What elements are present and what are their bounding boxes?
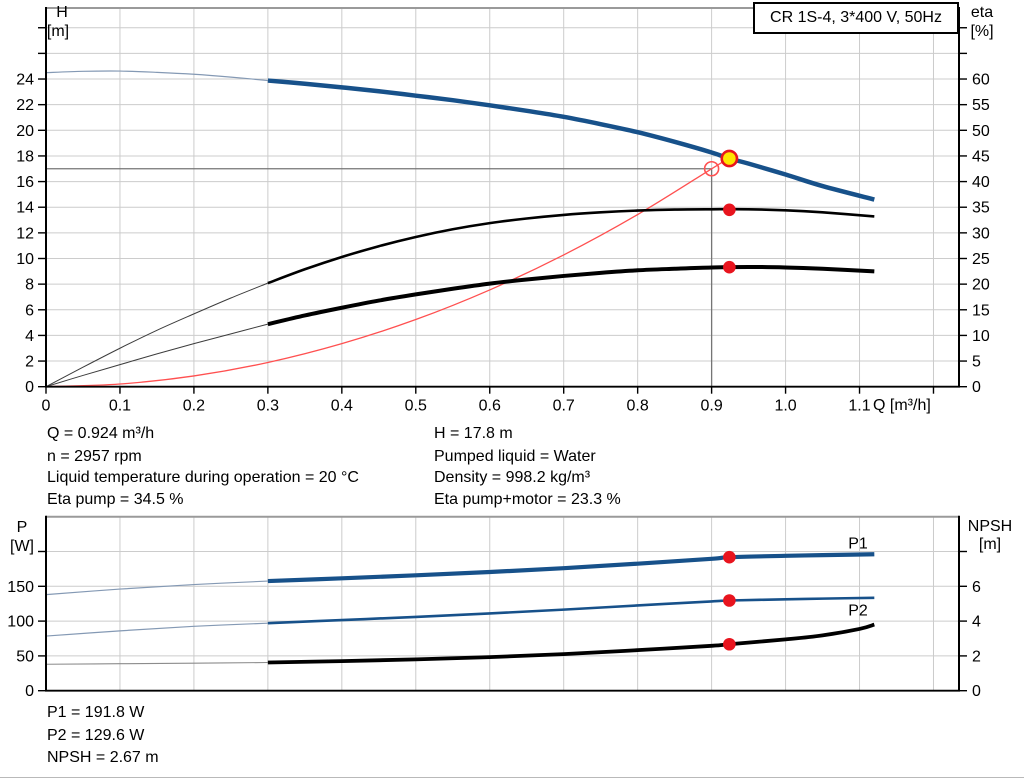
- system-curve: [45, 157, 730, 388]
- duty-dot: [723, 594, 736, 607]
- eta-pump-curve-extrapolated: [45, 282, 269, 388]
- svg-text:0: 0: [25, 379, 34, 396]
- operating-point-marker: [720, 149, 739, 168]
- duty-dot: [723, 637, 736, 651]
- svg-text:14: 14: [16, 200, 34, 217]
- window-bottom-border: [0, 777, 1024, 778]
- npsh-curve-extrapolated: [45, 661, 268, 665]
- svg-text:12: 12: [16, 225, 34, 242]
- svg-text:4: 4: [25, 328, 34, 345]
- svg-text:0.2: 0.2: [183, 398, 205, 415]
- op-p1-text: P1 = 191.8 W: [47, 704, 145, 721]
- svg-text:18: 18: [16, 148, 34, 165]
- qh-curve: [267, 78, 875, 202]
- op-pumped-liquid-text: Pumped liquid = Water: [434, 448, 596, 465]
- svg-text:0: 0: [42, 398, 51, 415]
- op-speed-text: n = 2957 rpm: [47, 448, 142, 465]
- op-npsh-text: NPSH = 2.67 m: [47, 749, 159, 766]
- svg-text:25: 25: [972, 251, 990, 268]
- svg-text:45: 45: [972, 148, 990, 165]
- svg-text:2: 2: [25, 354, 34, 371]
- p1-curve-extrapolated: [45, 580, 268, 596]
- svg-text:20: 20: [972, 277, 990, 294]
- npsh-curve: [267, 622, 875, 665]
- svg-text:4: 4: [972, 614, 981, 631]
- eta-axis-unit: [%]: [970, 23, 994, 40]
- op-liquid-temp-text: Liquid temperature during operation = 20…: [47, 469, 359, 486]
- npsh-axis-unit: [m]: [978, 536, 1002, 553]
- p2-curve-extrapolated: [45, 622, 268, 637]
- svg-text:1.0: 1.0: [774, 398, 796, 415]
- svg-text:6: 6: [25, 302, 34, 319]
- op-density-text: Density = 998.2 kg/m³: [434, 469, 591, 486]
- svg-text:100: 100: [7, 614, 34, 631]
- curve-label-p1: P1: [848, 536, 868, 553]
- svg-text:0.3: 0.3: [257, 398, 279, 415]
- eta-pump-curve: [267, 207, 875, 285]
- eta-axis-label: eta: [970, 4, 994, 21]
- svg-text:150: 150: [7, 579, 34, 596]
- svg-text:24: 24: [16, 72, 34, 89]
- svg-text:60: 60: [972, 72, 990, 89]
- p2-curve: [267, 596, 875, 625]
- duty-dot: [723, 203, 736, 217]
- h-axis-unit: [m]: [46, 23, 70, 40]
- svg-text:0: 0: [972, 683, 981, 700]
- svg-text:40: 40: [972, 174, 990, 191]
- svg-text:50: 50: [16, 648, 34, 665]
- op-p2-text: P2 = 129.6 W: [47, 727, 145, 744]
- p-axis-label: P: [16, 519, 28, 536]
- p1-curve: [267, 552, 875, 584]
- svg-text:0.7: 0.7: [553, 398, 575, 415]
- q-axis-unit: Q [m³/h]: [873, 397, 931, 414]
- svg-text:15: 15: [972, 302, 990, 319]
- svg-text:10: 10: [972, 328, 990, 345]
- svg-text:0.4: 0.4: [331, 398, 353, 415]
- svg-text:0: 0: [972, 379, 981, 396]
- qh-eta-chart: 0246810121416182022240510152025303540455…: [16, 7, 990, 415]
- svg-text:0.8: 0.8: [627, 398, 649, 415]
- svg-text:55: 55: [972, 97, 990, 114]
- h-axis-label: H: [56, 4, 68, 21]
- op-eta-pump-text: Eta pump = 34.5 %: [47, 491, 184, 508]
- op-head-text: H = 17.8 m: [434, 425, 513, 442]
- svg-text:0.6: 0.6: [479, 398, 501, 415]
- duty-dot: [723, 550, 736, 564]
- eta-pump-motor-curve-extrapolated: [45, 323, 268, 388]
- svg-text:50: 50: [972, 123, 990, 140]
- svg-text:0: 0: [25, 683, 34, 700]
- op-flow-text: Q = 0.924 m³/h: [47, 425, 155, 442]
- pump-title-box: CR 1S-4, 3*400 V, 50Hz: [753, 2, 959, 34]
- qh-curve-extrapolated: [45, 70, 268, 82]
- curve-label-p2: P2: [848, 602, 868, 619]
- svg-text:0.5: 0.5: [405, 398, 427, 415]
- npsh-axis-label: NPSH: [967, 518, 1013, 535]
- svg-text:6: 6: [972, 579, 981, 596]
- power-npsh-chart: 0 50 100 150 0 2 4 6 P1 P2: [7, 515, 981, 700]
- op-eta-pump-motor-text: Eta pump+motor = 23.3 %: [434, 491, 621, 508]
- svg-text:8: 8: [25, 277, 34, 294]
- p-axis-unit: [W]: [10, 538, 34, 555]
- svg-text:35: 35: [972, 200, 990, 217]
- svg-text:5: 5: [972, 354, 981, 371]
- svg-text:16: 16: [16, 174, 34, 191]
- specified-duty-ring: [703, 160, 720, 177]
- svg-text:0.1: 0.1: [109, 398, 131, 415]
- svg-text:20: 20: [16, 123, 34, 140]
- svg-text:10: 10: [16, 251, 34, 268]
- svg-text:0.9: 0.9: [700, 398, 722, 415]
- svg-text:1.1: 1.1: [848, 398, 870, 415]
- svg-text:22: 22: [16, 97, 34, 114]
- eta-pump-motor-curve: [267, 264, 875, 327]
- svg-text:2: 2: [972, 648, 981, 665]
- duty-dot: [723, 260, 736, 274]
- svg-text:30: 30: [972, 225, 990, 242]
